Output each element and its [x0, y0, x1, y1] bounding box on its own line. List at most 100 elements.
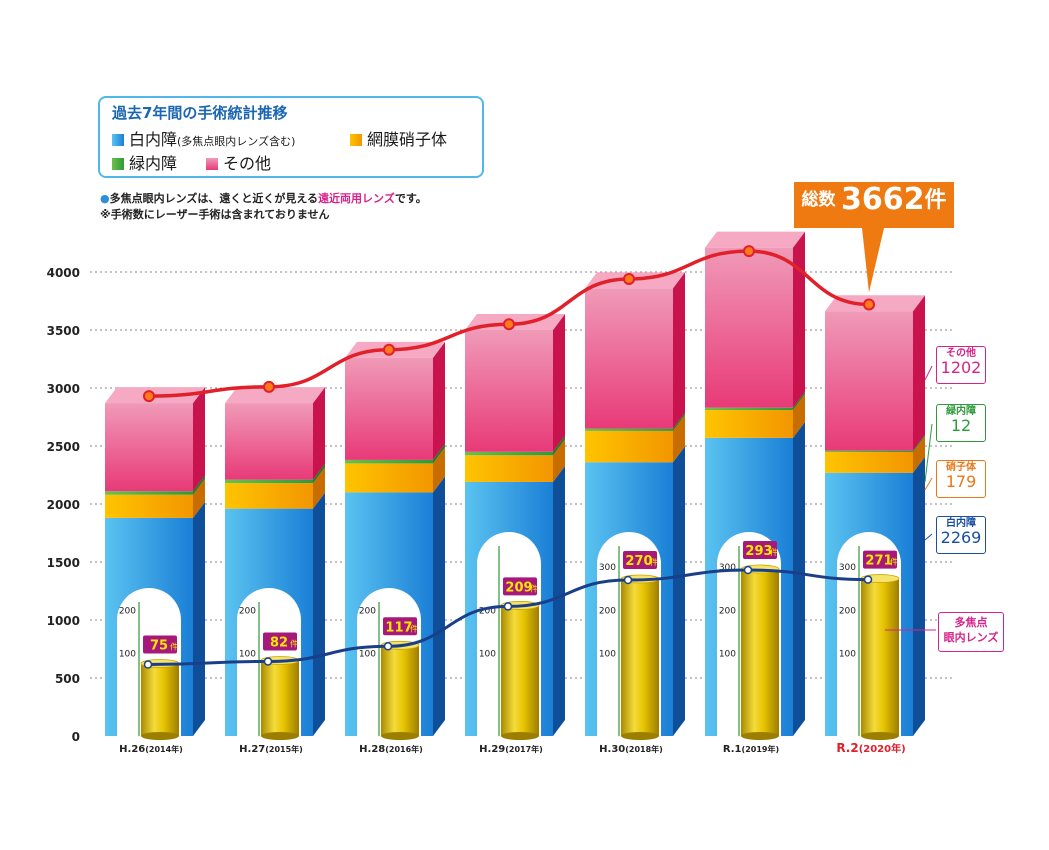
- multifocal-value-badge: [263, 632, 297, 651]
- cylinder-bottom: [261, 732, 299, 740]
- x-tick-sub: (2018年): [625, 744, 663, 754]
- bar-segment-glaucoma: [105, 491, 193, 495]
- bar-segment-other: [585, 288, 673, 429]
- total-point: [623, 272, 635, 285]
- multifocal-unit-label: 件: [410, 623, 418, 633]
- bar-top: [705, 231, 805, 248]
- x-tick-label: R.2(2020年): [836, 741, 905, 755]
- multifocal-value-badge: [863, 550, 897, 569]
- multifocal-unit-label: 件: [890, 557, 898, 567]
- y-tick-label: 1500: [47, 556, 80, 570]
- side-label-cataract-name: 白内障: [946, 518, 976, 529]
- multifocal-point: [383, 642, 393, 651]
- legend-item-cataract: 白内障(多焦点眼内レンズ含む): [112, 126, 295, 150]
- bar-side-other: [793, 231, 805, 408]
- multifocal-point: [743, 565, 753, 575]
- bar-side-other: [313, 387, 325, 480]
- x-tick-main: H.30: [599, 744, 625, 755]
- multifocal-value-badge: [503, 577, 537, 596]
- inset-tick-label: 100: [839, 650, 856, 660]
- bar-side-glaucoma: [793, 391, 805, 411]
- x-tick-main: H.26: [119, 744, 145, 755]
- x-tick-main: R.1: [723, 744, 742, 755]
- bar-side-cataract: [553, 465, 565, 736]
- multifocal-point: [143, 660, 153, 669]
- total-point: [503, 318, 515, 331]
- bar-segment-vitreous: [465, 455, 553, 482]
- bar-segment-vitreous: [225, 483, 313, 509]
- inset-tick-label: 200: [599, 606, 616, 616]
- multifocal-value-label: 270: [625, 554, 652, 569]
- multifocal-point: [263, 657, 273, 666]
- bar-side-vitreous: [193, 478, 205, 518]
- x-tick-label: H.30(2018年): [599, 744, 663, 755]
- y-tick-label: 500: [55, 672, 80, 686]
- bar-segment-glaucoma: [705, 407, 793, 411]
- bar-segment-glaucoma: [345, 459, 433, 464]
- side-label-cataract: 白内障 2269: [936, 516, 986, 554]
- multifocal-unit-label: 件: [290, 638, 298, 648]
- inset-tick-label: 200: [479, 606, 496, 616]
- bar-side-vitreous: [433, 447, 445, 493]
- multifocal-cylinder: [381, 645, 419, 736]
- y-tick-label: 2500: [47, 440, 80, 454]
- legend-label-glaucoma: 緑内障: [129, 154, 178, 173]
- legend-label-other: その他: [223, 154, 272, 173]
- inset-tick-label: 100: [119, 650, 136, 660]
- multifocal-point: [503, 602, 513, 611]
- multifocal-value-label: 293: [745, 544, 772, 559]
- bar-side-cataract: [313, 492, 325, 736]
- multifocal-unit-label: 件: [650, 557, 658, 567]
- inset-tick-label: 100: [479, 650, 496, 660]
- multifocal-unit-label: 件: [170, 642, 178, 652]
- multifocal-point: [623, 575, 633, 585]
- bar-segment-other: [105, 403, 193, 492]
- multifocal-value-label: 75: [150, 639, 168, 654]
- bar-side-glaucoma: [313, 463, 325, 484]
- total-suffix: 件: [924, 188, 947, 213]
- cylinder-bottom: [621, 732, 659, 740]
- bar-side-other: [433, 341, 445, 460]
- bar-top: [225, 387, 325, 404]
- multifocal-value-badge: [623, 551, 657, 569]
- y-tick-label: 1000: [47, 614, 80, 628]
- side-label-connector: [924, 423, 933, 483]
- inset-tick-label: 200: [119, 606, 136, 616]
- total-point: [143, 390, 155, 403]
- side-label-multifocal-line2: 眼内レンズ: [943, 630, 999, 644]
- inset-tick-label: 100: [719, 650, 736, 660]
- x-tick-label: H.28(2016年): [359, 744, 423, 755]
- inset-tick-label: 300: [839, 563, 856, 573]
- multifocal-value-badge: [383, 617, 417, 636]
- bar-side-vitreous: [553, 439, 565, 482]
- side-label-vitreous-name: 硝子体: [946, 462, 976, 473]
- x-tick-label: H.29(2017年): [479, 744, 543, 755]
- x-tick-main: H.27: [239, 744, 265, 755]
- total-value: 3662: [841, 182, 925, 217]
- multifocal-value-badge: [743, 541, 777, 560]
- x-axis: H.26(2014年) H.27(2015年) H.28(2016年) H.29(20…: [119, 741, 906, 755]
- side-label-connector: [924, 365, 933, 381]
- bar-side-other: [553, 314, 565, 452]
- legend-swatch-other: [206, 158, 218, 170]
- total-point: [863, 298, 875, 311]
- multifocal-value-badge: [143, 635, 177, 654]
- x-tick-sub: (2019年): [742, 744, 780, 754]
- bar-side-glaucoma: [673, 412, 685, 431]
- total-callout: 総数 3662件: [794, 182, 954, 228]
- multifocal-point: [863, 575, 873, 584]
- multifocal-cylinder: [621, 579, 659, 736]
- x-tick-label: H.26(2014年): [119, 744, 183, 755]
- side-label-cataract-value: 2269: [940, 527, 982, 547]
- inset-tick-label: 200: [719, 606, 736, 616]
- legend-label-vitreous: 網膜硝子体: [367, 130, 448, 149]
- inset-tick-label: 200: [839, 606, 856, 616]
- bar-segment-vitreous: [705, 410, 793, 438]
- cylinder-bottom: [381, 732, 419, 740]
- note-text-post: です。: [394, 192, 427, 205]
- y-axis: 0 500 1000 1500 2000 2500 3000 3500 4000: [47, 266, 80, 744]
- side-label-vitreous: 硝子体 179: [936, 460, 986, 498]
- bar-side-other: [193, 387, 205, 492]
- multifocal-value-label: 271: [865, 554, 892, 569]
